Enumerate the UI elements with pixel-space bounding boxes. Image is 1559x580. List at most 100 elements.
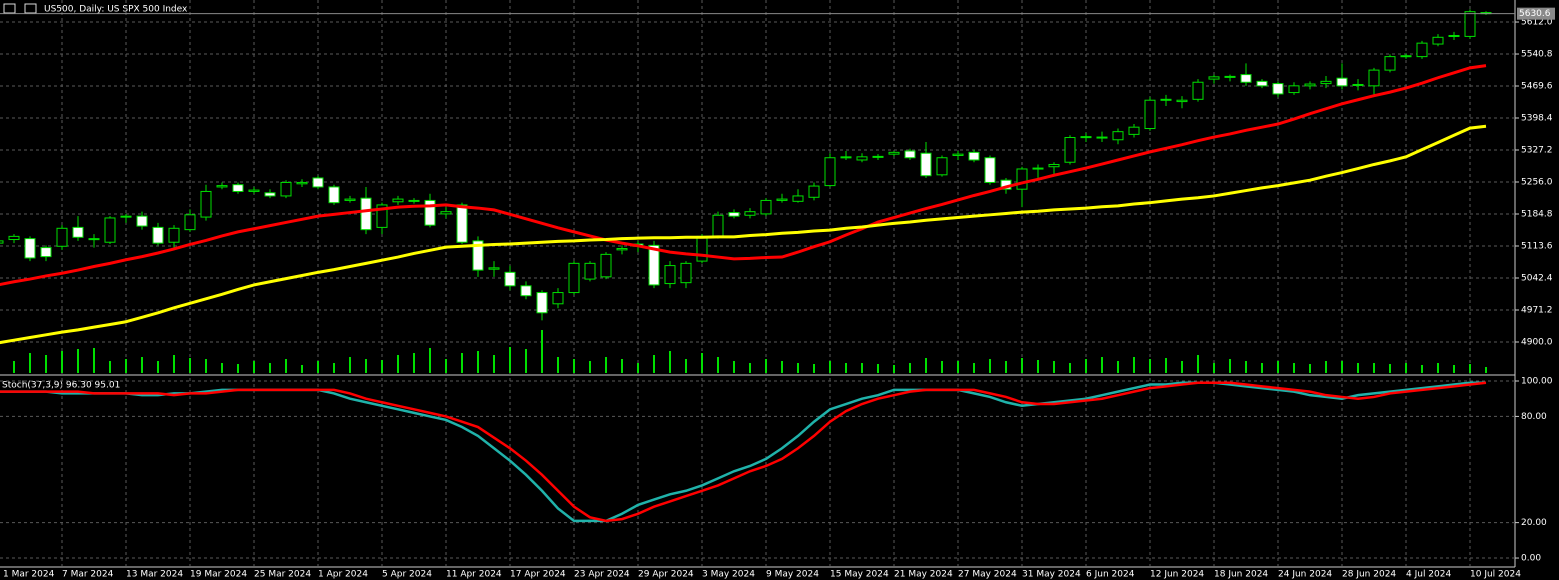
candle-body	[552, 292, 564, 305]
x-tick-label: 9 May 2024	[766, 570, 819, 580]
x-tick-label: 12 Jun 2024	[1150, 570, 1204, 580]
candle-body	[200, 190, 212, 218]
x-tick-label: 4 Jul 2024	[1406, 570, 1451, 580]
x-tick-label: 24 Jun 2024	[1278, 570, 1332, 580]
candle-body	[328, 186, 340, 204]
candle-body	[712, 214, 724, 237]
x-tick-label: 29 Apr 2024	[638, 570, 694, 580]
candle-body	[456, 204, 468, 243]
candle-body	[1128, 126, 1140, 135]
candle-body	[8, 235, 20, 241]
candle-body	[0, 240, 4, 244]
candle-body	[168, 227, 180, 243]
candle-body	[1288, 85, 1300, 94]
candle-body	[952, 153, 964, 156]
candle-body	[1192, 81, 1204, 100]
candle-body	[888, 151, 900, 155]
candle-body	[1064, 137, 1076, 163]
candle-body	[1272, 83, 1284, 95]
y-tick-label: 100.00	[1521, 377, 1553, 387]
x-tick-label: 7 Mar 2024	[62, 570, 114, 580]
candle-body	[600, 253, 612, 278]
y-tick-label: 5327.2	[1521, 146, 1553, 156]
x-tick-label: 19 Mar 2024	[190, 570, 247, 580]
candle-body	[264, 192, 276, 197]
candle-body	[488, 267, 500, 270]
x-tick-label: 1 Apr 2024	[318, 570, 368, 580]
candle-body	[584, 262, 596, 280]
candle-body	[1352, 83, 1364, 86]
candle-body	[344, 198, 356, 201]
y-tick-label: 5113.6	[1521, 242, 1553, 252]
candle-body	[1096, 136, 1108, 139]
y-tick-label: 0.00	[1521, 554, 1541, 564]
x-tick-label: 15 May 2024	[830, 570, 889, 580]
candle-body	[568, 262, 580, 294]
candle-body	[1160, 98, 1172, 101]
candle-body	[1256, 80, 1268, 87]
candle-body	[184, 214, 196, 231]
candle-body	[296, 181, 308, 185]
menu-icon[interactable]	[3, 3, 16, 14]
candle-body	[1240, 74, 1252, 83]
candle-body	[792, 195, 804, 202]
candle-body	[904, 150, 916, 159]
y-tick-label: 5042.4	[1521, 273, 1553, 283]
x-tick-label: 23 Apr 2024	[574, 570, 630, 580]
candle-body	[280, 181, 292, 197]
line-series	[0, 381, 1487, 523]
last-price-label: 5630.6	[1519, 9, 1551, 19]
candle-body	[360, 197, 372, 231]
candle-body	[1400, 55, 1412, 58]
y-tick-label: 20.00	[1521, 518, 1547, 528]
candle-body	[872, 155, 884, 158]
candle-body	[1112, 131, 1124, 141]
x-tick-label: 28 Jun 2024	[1342, 570, 1396, 580]
candle-body	[472, 240, 484, 271]
candle-body	[24, 238, 36, 259]
candle-body	[248, 189, 260, 192]
candle-body	[104, 217, 116, 243]
last-price-box	[1517, 7, 1555, 20]
candle-body	[312, 177, 324, 188]
candle-body	[136, 215, 148, 227]
y-tick-label: 80.00	[1521, 412, 1547, 422]
candle-body	[760, 199, 772, 215]
candle-body	[1464, 11, 1476, 37]
candle-body	[744, 211, 756, 216]
x-tick-label: 6 Jun 2024	[1086, 570, 1135, 580]
candle-body	[696, 235, 708, 262]
candle-body	[728, 212, 740, 217]
candle-body	[840, 156, 852, 159]
candle-body	[1080, 136, 1092, 139]
candle-body	[1208, 76, 1220, 80]
x-tick-label: 25 Mar 2024	[254, 570, 311, 580]
candle-body	[808, 185, 820, 198]
y-tick-label: 4971.2	[1521, 305, 1553, 315]
candle-body	[1416, 42, 1428, 58]
x-tick-label: 31 May 2024	[1022, 570, 1081, 580]
candle-body	[1032, 167, 1044, 170]
y-tick-label: 5469.6	[1521, 82, 1553, 92]
candle-body	[232, 184, 244, 192]
candle-body	[120, 215, 132, 218]
x-tick-label: 1 Mar 2024	[3, 570, 55, 580]
candle-body	[776, 198, 788, 201]
chart-icon[interactable]	[24, 3, 37, 14]
candle-body	[1304, 83, 1316, 87]
y-tick-label: 5540.8	[1521, 50, 1553, 60]
x-tick-label: 10 Jul 2024	[1470, 570, 1521, 580]
candle-body	[408, 199, 420, 202]
candle-body	[1320, 80, 1332, 85]
candle-body	[1368, 69, 1380, 87]
x-tick-label: 21 May 2024	[894, 570, 953, 580]
candle-body	[648, 244, 660, 286]
candle-body	[1336, 77, 1348, 87]
x-tick-label: 13 Mar 2024	[126, 570, 183, 580]
candle-body	[1448, 35, 1460, 38]
candle-body	[152, 226, 164, 244]
candle-body	[920, 152, 932, 177]
candle-body	[824, 157, 836, 187]
